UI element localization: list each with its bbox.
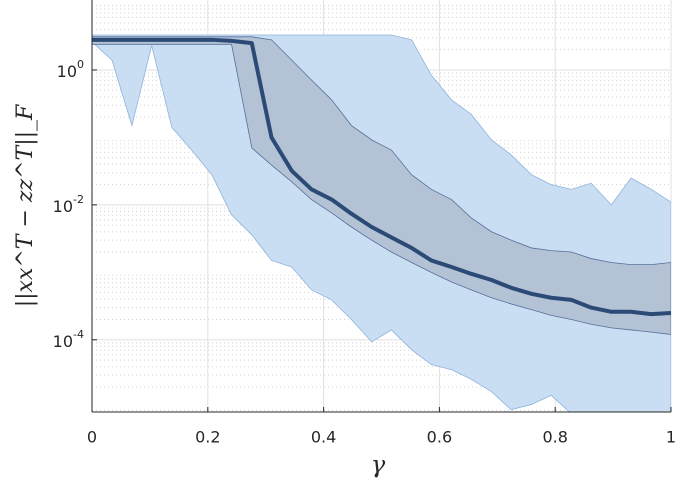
x-tick-label: 1 [666, 428, 676, 447]
x-tick-label: 0.8 [542, 428, 567, 447]
x-tick-label: 0.2 [195, 428, 220, 447]
x-axis-label: γ [371, 451, 386, 479]
axes: 0 0.2 0.4 0.6 0.8 1 10-4 10-2 100 [53, 0, 676, 447]
x-tick-label: 0 [87, 428, 97, 447]
lines [92, 37, 671, 317]
band [92, 36, 671, 335]
y-axis-label: ||xx^T − zz^T||_F [13, 104, 38, 307]
y-tick-label: 10-4 [53, 328, 84, 351]
x-tick-label: 0.6 [427, 428, 452, 447]
y-tick-label: 100 [57, 58, 84, 81]
x-tick-label: 0.4 [311, 428, 336, 447]
y-tick-label: 10-2 [53, 193, 84, 216]
median-line [92, 37, 671, 317]
bands [92, 34, 671, 412]
